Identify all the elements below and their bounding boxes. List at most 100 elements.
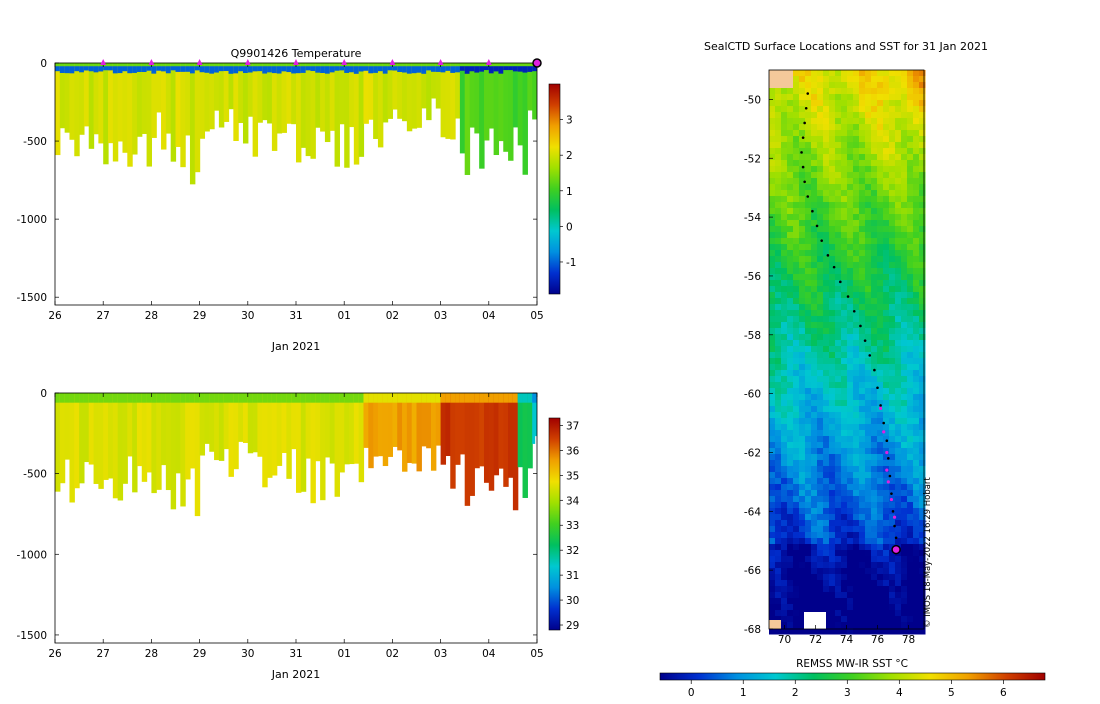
sst-cell — [895, 298, 902, 305]
sst-cell — [817, 388, 824, 395]
cast-column — [310, 393, 316, 504]
sst-cell — [847, 586, 854, 593]
sst-cell — [787, 370, 794, 377]
sst-cell — [835, 322, 842, 329]
sst-cell — [823, 418, 830, 425]
sst-cell — [769, 478, 776, 485]
surface-layer — [98, 393, 104, 403]
sst-cell — [853, 226, 860, 233]
sst-cell — [901, 544, 908, 551]
sst-cell — [793, 322, 800, 329]
sst-cell — [805, 160, 812, 167]
sst-cell — [853, 562, 860, 569]
sst-cell — [853, 106, 860, 113]
cold-layer — [373, 66, 379, 73]
surface-layer — [214, 393, 220, 403]
sst-cell — [799, 340, 806, 347]
sst-cell — [853, 484, 860, 491]
sst-cell — [775, 514, 782, 521]
sst-cell — [853, 286, 860, 293]
sst-cell — [883, 508, 890, 515]
cast-column — [59, 393, 66, 484]
sst-cell — [889, 76, 896, 83]
surface-layer — [406, 393, 413, 403]
sst-cell — [859, 412, 866, 419]
sst-cell — [799, 532, 806, 539]
sst-cell — [889, 100, 896, 107]
sst-cell — [883, 190, 890, 197]
sst-cell — [883, 238, 890, 245]
sst-cell — [793, 256, 800, 263]
sst-cell — [781, 220, 788, 227]
sst-cell — [817, 436, 824, 443]
map-y-tick-label: -52 — [744, 153, 761, 165]
sst-cell — [919, 262, 926, 269]
sst-cell — [829, 118, 836, 125]
sst-cell — [823, 562, 830, 569]
sst-cell — [901, 376, 908, 383]
sst-cell — [865, 412, 872, 419]
cold-layer — [194, 66, 201, 71]
sst-cell — [775, 604, 782, 611]
sst-cell — [871, 556, 878, 563]
sst-cell — [907, 178, 914, 185]
sst-cell — [895, 208, 902, 215]
sst-cell — [871, 196, 878, 203]
sst-cell — [913, 622, 920, 629]
sst-cell — [871, 496, 878, 503]
sst-cell — [841, 508, 848, 515]
sst-cell — [853, 148, 860, 155]
sst-cell — [853, 172, 860, 179]
sst-cell — [901, 136, 908, 143]
cast-column — [122, 63, 128, 153]
cast-column — [426, 393, 432, 449]
sst-cell — [811, 394, 818, 401]
sst-cell — [913, 484, 920, 491]
cast-column — [483, 63, 490, 141]
sst-cell — [835, 334, 842, 341]
sst-cell — [811, 286, 818, 293]
sst-cell — [823, 196, 830, 203]
cold-layer — [132, 66, 138, 73]
sst-cell — [799, 442, 806, 449]
cast-column — [459, 393, 466, 455]
surface-layer — [416, 393, 422, 403]
sst-cell — [901, 562, 908, 569]
sst-cell — [847, 550, 854, 557]
sst-cell — [865, 184, 872, 191]
sst-cell — [871, 100, 878, 107]
cold-layer — [329, 66, 336, 73]
sst-cell — [793, 142, 800, 149]
cast-column — [108, 393, 114, 479]
sst-cell — [799, 544, 806, 551]
sst-cell — [871, 166, 878, 173]
surface-layer — [363, 393, 369, 403]
sst-cell — [853, 544, 860, 551]
surface-layer — [185, 393, 191, 403]
sst-cell — [817, 208, 824, 215]
sst-cell — [907, 616, 914, 623]
sst-cell — [781, 394, 788, 401]
sst-cell — [805, 460, 812, 467]
sst-cell — [865, 298, 872, 305]
sst-cell — [805, 178, 812, 185]
surface-layer — [117, 393, 124, 403]
sst-cell — [829, 190, 836, 197]
cast-column — [305, 393, 312, 459]
cold-layer — [402, 66, 408, 73]
sst-cell — [877, 118, 884, 125]
sst-cell — [877, 604, 884, 611]
surface-layer — [397, 393, 403, 403]
sst-cell — [811, 574, 818, 581]
cast-marker — [293, 59, 299, 65]
sst-cell — [793, 412, 800, 419]
sst-cell — [883, 250, 890, 257]
sst-cell — [883, 556, 890, 563]
sst-cell — [817, 76, 824, 83]
sst-cell — [907, 544, 914, 551]
sst-cell — [877, 190, 884, 197]
sst-cell — [817, 484, 824, 491]
sst-cell — [871, 154, 878, 161]
sst-cell — [919, 400, 926, 407]
sst-cell — [781, 430, 788, 437]
